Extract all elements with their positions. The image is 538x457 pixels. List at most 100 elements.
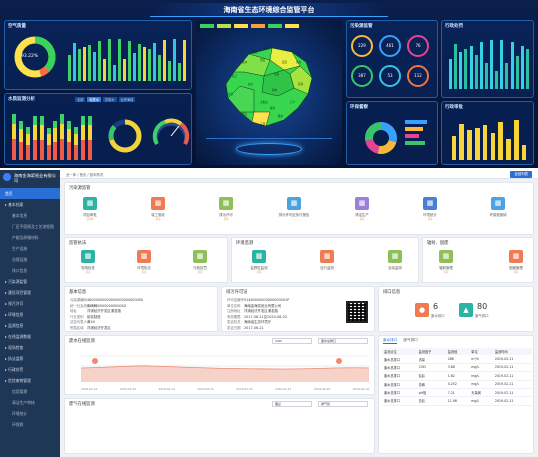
- sidebar-item[interactable]: 基本信息: [0, 210, 60, 221]
- x-tick-label: 2019-02-17: [275, 387, 292, 391]
- legend-line: [405, 120, 427, 124]
- sidebar-item-label: 现场检查: [8, 345, 24, 350]
- table-row[interactable]: 废水总排口 pH值 7.21 无量纲 2019-02-11: [382, 388, 532, 397]
- stack-segment: [12, 139, 17, 160]
- sidebar-item-label: 信用管理: [12, 389, 28, 394]
- module-tile[interactable]: ▦ 现场检查 (1): [71, 250, 105, 274]
- module-tile[interactable]: ▦ 固废管理 (1): [499, 250, 533, 274]
- tab-drinking[interactable]: 饮用水: [102, 97, 117, 102]
- sidebar-item[interactable]: 首页: [0, 188, 60, 199]
- map-region-label[interactable]: 海口: [264, 47, 270, 50]
- sidebar-item[interactable]: 治理设施: [0, 254, 60, 265]
- map-region-label[interactable]: 屯昌: [274, 73, 280, 76]
- map-region-label[interactable]: 琼中: [272, 89, 278, 92]
- module-tile[interactable]: ▦ 环境执法 (1): [127, 250, 161, 274]
- stat-circle[interactable]: 461: [379, 35, 401, 57]
- stat-circle[interactable]: 387: [351, 65, 373, 87]
- map-region-label[interactable]: 白沙: [248, 83, 254, 86]
- breadcrumb-item[interactable]: 基本情况: [89, 173, 104, 177]
- module-tile[interactable]: ▦ 行政处罚 (1): [183, 250, 217, 274]
- stat-circle[interactable]: 229: [351, 35, 373, 57]
- map-region-label[interactable]: 琼海: [298, 83, 304, 86]
- sidebar-item[interactable]: 环保税: [0, 419, 60, 430]
- stack-segment: [73, 127, 78, 134]
- module-tile[interactable]: ▦ 自动监测: [378, 250, 412, 270]
- stat-circle[interactable]: 53: [379, 65, 401, 87]
- table-row[interactable]: 废水总排口 总磷 0.252 mg/L 2019-02-11: [382, 380, 532, 389]
- stat-circle[interactable]: 76: [407, 35, 429, 57]
- breadcrumb-item[interactable]: 全一体: [66, 173, 77, 177]
- module-tile[interactable]: ▦ 自行监测: [310, 250, 344, 270]
- back-button[interactable]: 返回列表: [510, 171, 532, 178]
- outlet-select[interactable]: 废水总排口: [318, 338, 368, 344]
- map-region-label[interactable]: 五指山: [260, 101, 268, 104]
- breadcrumb-item[interactable]: 首页: [79, 173, 87, 177]
- table-cell: mg/L: [471, 365, 480, 370]
- sidebar-item-label: 产能及原辅材料: [12, 235, 39, 240]
- map-region-label[interactable]: 三亚: [260, 123, 266, 126]
- sidebar-item[interactable]: ▸ 在线监测数据: [0, 331, 60, 342]
- approval-panel: 行政审批: [441, 101, 534, 165]
- map-region-label[interactable]: 昌江: [232, 75, 238, 78]
- tab-all[interactable]: 全部: [75, 97, 86, 102]
- module-label: 竣工验收: [151, 213, 165, 217]
- sidebar-item[interactable]: 信用管理: [0, 386, 60, 397]
- sidebar-item[interactable]: 产能及原辅材料: [0, 232, 60, 243]
- map-region-label[interactable]: 定安: [282, 61, 288, 64]
- map-region-label[interactable]: 文昌: [296, 61, 302, 64]
- module-tile[interactable]: ▦ 清洁生产 (1): [345, 197, 379, 221]
- map-region-label[interactable]: 儋州: [242, 61, 248, 64]
- sidebar-item[interactable]: 厂区平面图及工艺流程图: [0, 221, 60, 232]
- map-region-label[interactable]: 临高: [252, 51, 258, 54]
- table-row[interactable]: 废水总排口 COD 3.68 mg/L 2019-02-11: [382, 363, 532, 372]
- sidebar-item[interactable]: 排口信息: [0, 265, 60, 276]
- sidebar-item[interactable]: ▸ 危险废物管理: [0, 375, 60, 386]
- gas-factor-select[interactable]: 烟尘: [272, 401, 312, 407]
- map-region-label[interactable]: 保亭: [270, 107, 276, 110]
- map-region-label[interactable]: 澄迈: [260, 59, 266, 62]
- module-count: (15): [86, 217, 94, 221]
- sidebar-item[interactable]: 清洁生产审核: [0, 397, 60, 408]
- tab-wastewater[interactable]: 废水排口: [383, 338, 398, 344]
- sidebar-item[interactable]: ▸ 污染源监管: [0, 276, 60, 287]
- tab-surface[interactable]: 地表水: [87, 97, 101, 102]
- info-key: 发证日期: [227, 326, 241, 330]
- sidebar-item[interactable]: ▸ 行政处罚: [0, 364, 60, 375]
- table-row[interactable]: 废水总排口 总氮 11.98 mg/L 2019-02-11: [382, 397, 532, 406]
- sidebar-item[interactable]: ▸ 执法监察: [0, 353, 60, 364]
- module-tile[interactable]: ▦ 环保税缴纳: [481, 197, 515, 217]
- map-region-label[interactable]: 东方: [228, 93, 234, 96]
- table-row[interactable]: 废水总排口 流量 286 m³/h 2019-02-11: [382, 355, 532, 364]
- trend-marker[interactable]: [92, 358, 98, 364]
- sidebar-item[interactable]: 环境统计: [0, 408, 60, 419]
- sidebar-item[interactable]: ▸ 排污许可: [0, 298, 60, 309]
- module-tile[interactable]: ▦ 项目审批 (15): [73, 197, 107, 221]
- sidebar-item[interactable]: ▸ 监测信息: [0, 320, 60, 331]
- map-region-label[interactable]: 万宁: [290, 101, 296, 104]
- trend-marker[interactable]: [336, 358, 342, 364]
- module-tile[interactable]: ▦ 监督性监测 (1): [242, 250, 276, 274]
- map-region-label[interactable]: 陵水: [278, 115, 284, 118]
- table-row[interactable]: 废水总排口 氨氮 1.62 mg/L 2019-02-11: [382, 372, 532, 380]
- stack-segment: [12, 123, 17, 140]
- hainan-map[interactable]: [214, 42, 324, 132]
- map-region-label[interactable]: 乐东: [242, 113, 248, 116]
- module-tile[interactable]: ▦ 环境统计 (1): [413, 197, 447, 221]
- sidebar-item[interactable]: ▸ 建设项目管理: [0, 287, 60, 298]
- sidebar-item[interactable]: ▸ 环境信息: [0, 309, 60, 320]
- sidebar-item[interactable]: ▸ 现场检查: [0, 342, 60, 353]
- monitoring-card: 环境监测 ▦ 监督性监测 (1) ▦ 自行监测 ▦ 自动监测: [231, 237, 419, 283]
- module-tile[interactable]: ▦ 排污许可 (1): [209, 197, 243, 221]
- sidebar-item[interactable]: 生产设施: [0, 243, 60, 254]
- bar: [525, 49, 529, 89]
- sidebar-item[interactable]: ▸ 基本档案: [0, 199, 60, 210]
- module-tile[interactable]: ▦ 排污许可证执行报告: [277, 197, 311, 217]
- module-tile[interactable]: ▦ 竣工验收 (1): [141, 197, 175, 221]
- factor-select[interactable]: COD: [272, 338, 312, 344]
- tab-coastal[interactable]: 近岸海域: [118, 97, 136, 102]
- gas-outlet-select[interactable]: 排气筒: [318, 401, 368, 407]
- bar: [451, 135, 457, 160]
- module-tile[interactable]: ▦ 辐射管理 (1): [429, 250, 463, 274]
- stat-circle[interactable]: 112: [407, 65, 429, 87]
- tab-gas[interactable]: 废气排口: [403, 338, 418, 342]
